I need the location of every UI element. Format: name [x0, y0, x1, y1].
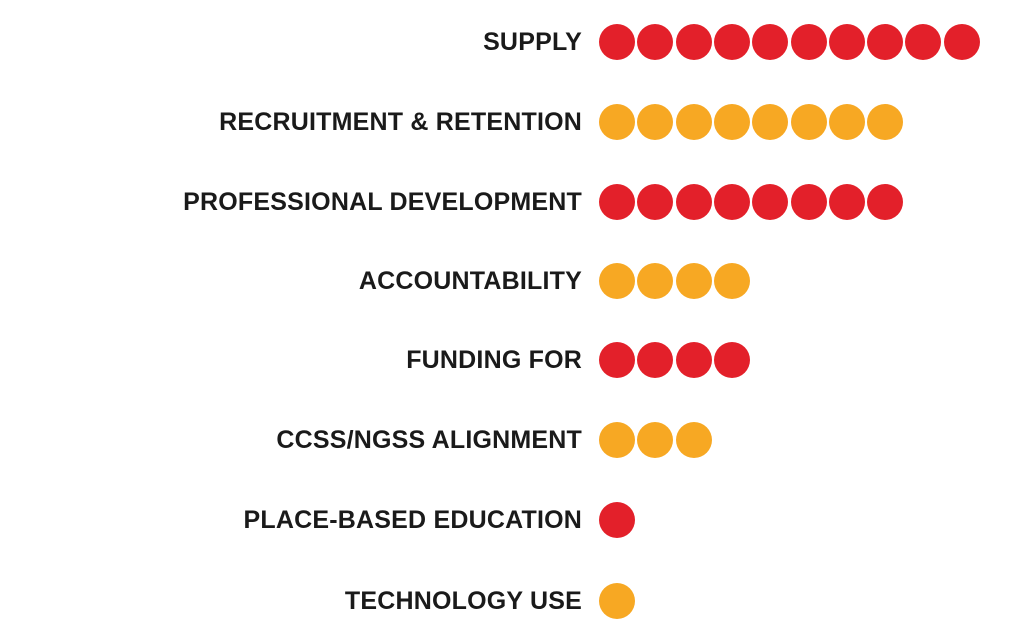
data-dot [752, 184, 789, 220]
data-dot [713, 263, 750, 299]
data-dot [675, 184, 712, 220]
chart-row: CCSS/NGSS ALIGNMENT [0, 420, 1024, 460]
chart-row: PLACE-BASED EDUCATION [0, 500, 1024, 540]
data-dot [905, 24, 942, 60]
data-dot [675, 422, 712, 458]
data-dot [790, 104, 827, 140]
chart-row: ACCOUNTABILITY [0, 261, 1024, 301]
data-dot [867, 184, 904, 220]
category-label: FUNDING FOR [406, 346, 582, 374]
data-dot [867, 104, 904, 140]
data-dot [867, 24, 904, 60]
data-dot [599, 104, 635, 140]
chart-row: TECHNOLOGY USE [0, 581, 1024, 621]
data-dot [828, 184, 865, 220]
chart-row: PROFESSIONAL DEVELOPMENT [0, 182, 1024, 222]
data-dot [637, 184, 674, 220]
data-dot [637, 263, 674, 299]
category-label: TECHNOLOGY USE [344, 587, 582, 615]
data-dot [790, 24, 827, 60]
data-dot [637, 422, 674, 458]
category-label: SUPPLY [483, 28, 582, 56]
data-dot [637, 342, 674, 378]
category-label: PROFESSIONAL DEVELOPMENT [183, 188, 582, 216]
category-label: PLACE-BASED EDUCATION [243, 506, 582, 534]
data-dot [599, 422, 635, 458]
data-dot [599, 502, 635, 538]
data-dot [599, 184, 635, 220]
data-dot [599, 24, 635, 60]
data-dot [713, 184, 750, 220]
data-dot [713, 342, 750, 378]
category-label: CCSS/NGSS ALIGNMENT [276, 426, 582, 454]
data-dot [675, 104, 712, 140]
data-dot [790, 184, 827, 220]
data-dot [637, 104, 674, 140]
data-dot [599, 583, 635, 619]
data-dot [713, 24, 750, 60]
data-dot [752, 24, 789, 60]
data-dot [637, 24, 674, 60]
chart-row: SUPPLY [0, 22, 1024, 62]
data-dot [675, 24, 712, 60]
chart-row: RECRUITMENT & RETENTION [0, 102, 1024, 142]
data-dot [675, 342, 712, 378]
data-dot [828, 24, 865, 60]
chart-row: FUNDING FOR [0, 340, 1024, 380]
data-dot [599, 263, 635, 299]
data-dot [943, 24, 980, 60]
data-dot [713, 104, 750, 140]
category-label: ACCOUNTABILITY [358, 267, 582, 295]
category-label: RECRUITMENT & RETENTION [219, 108, 582, 136]
data-dot [828, 104, 865, 140]
data-dot [675, 263, 712, 299]
data-dot [752, 104, 789, 140]
data-dot [599, 342, 635, 378]
